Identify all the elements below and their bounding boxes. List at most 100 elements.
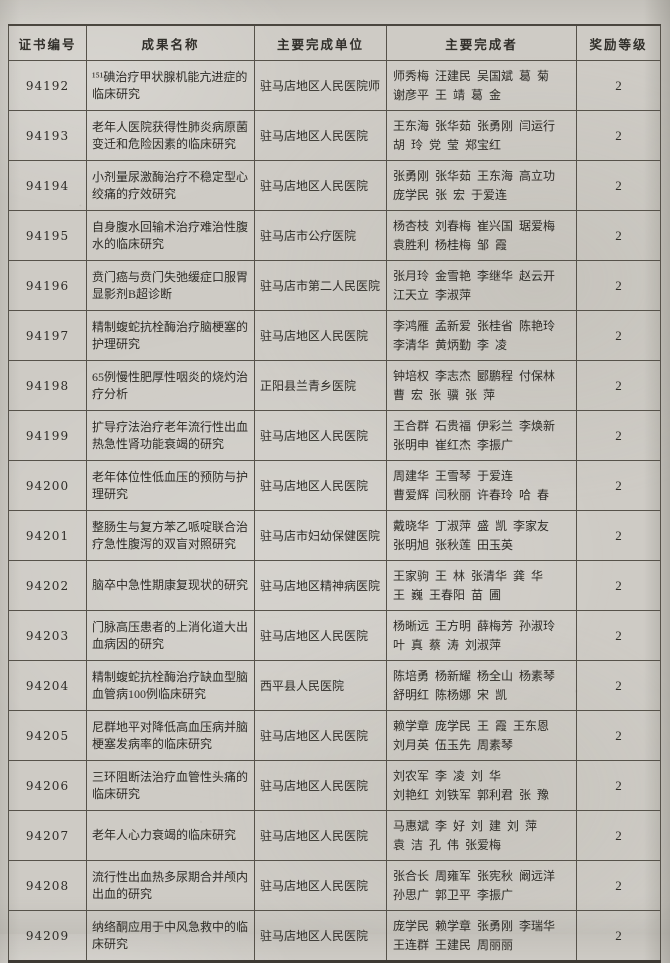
contributors-line-2: 张明申 崔红杰 李振广 [393, 437, 514, 452]
contributors-line-2: 王 巍 王春阳 苗 圃 [393, 587, 502, 602]
table-row: 94198 65例慢性肥厚性咽炎的烧灼治疗分析 正阳县兰青乡医院 钟培权 李志杰… [8, 360, 661, 411]
contributors-line-2: 舒明红 陈杨娜 宋 凯 [393, 687, 508, 702]
award-grade: 2 [576, 60, 661, 111]
contributors-line-2: 曹 宏 张 骥 张 萍 [393, 387, 496, 402]
certificate-number: 94199 [8, 410, 87, 461]
contributors-cell: 张合长 周雍军 张宪秋 阚远洋 孙思广 郭卫平 李振广 [386, 860, 577, 911]
contributors-line-2: 李清华 黄炳勤 李 凌 [393, 337, 508, 352]
achievement-title: 纳络酮应用于中风急救中的临床研究 [86, 910, 255, 962]
achievement-title: 整肠生与复方苯乙哌啶联合治疗急性腹泻的双盲对照研究 [86, 510, 255, 561]
certificate-number: 94205 [8, 710, 87, 761]
table-header-row: 证书编号 成果名称 主要完成单位 主要完成者 奖励等级 [8, 24, 661, 61]
contributors-line-2: 孙思广 郭卫平 李振广 [393, 887, 514, 902]
contributors-line-2: 谢彦平 王 靖 葛 金 [393, 87, 502, 102]
certificate-number: 94209 [8, 910, 87, 962]
achievement-title: 尼群地平对降低高血压病并脑梗塞发病率的临床研究 [86, 710, 255, 761]
contributors-line-1: 周建华 王雪琴 于爱连 [393, 468, 514, 483]
contributors-line-1: 杨晰远 王方明 薛梅芳 孙淑玲 [393, 618, 556, 633]
achievement-title: 流行性出血热多尿期合并颅内出血的研究 [86, 860, 255, 911]
contributors-line-1: 赖学章 庞学民 王 霞 王东恩 [393, 718, 550, 733]
award-grade: 2 [576, 760, 661, 811]
table-row: 94205 尼群地平对降低高血压病并脑梗塞发病率的临床研究 驻马店地区人民医院 … [8, 710, 661, 761]
contributors-line-2: 袁 洁 孔 伟 张爱梅 [393, 837, 502, 852]
completing-unit: 驻马店地区人民医院 [254, 110, 387, 161]
certificate-number: 94193 [8, 110, 87, 161]
contributors-line-1: 戴晓华 丁淑萍 盛 凯 李家友 [393, 518, 550, 533]
contributors-line-2: 王连群 王建民 周丽丽 [393, 937, 514, 952]
achievement-title: 老年人医院获得性肺炎病原菌变迁和危险因素的临床研究 [86, 110, 255, 161]
completing-unit: 驻马店地区人民医院师 [254, 60, 387, 111]
completing-unit: 驻马店地区人民医院 [254, 310, 387, 361]
table-row: 94207 老年人心力衰竭的临床研究 驻马店地区人民医院 马惠斌 李 好 刘 建… [8, 810, 661, 861]
column-header-achievement-name: 成果名称 [86, 24, 255, 61]
contributors-cell: 张勇刚 张华茹 王东海 高立功 庞学民 张 宏 于爱连 [386, 160, 577, 211]
contributors-line-1: 张月玲 金雪艳 李继华 赵云开 [393, 268, 556, 283]
contributors-line-2: 胡 玲 党 莹 郑宝红 [393, 137, 502, 152]
completing-unit: 驻马店地区人民医院 [254, 760, 387, 811]
certificate-number: 94192 [8, 60, 87, 111]
table-row: 94197 精制蝮蛇抗栓酶治疗脑梗塞的护理研究 驻马店地区人民医院 李鸿雁 孟新… [8, 310, 661, 361]
achievement-title: 门脉高压患者的上消化道大出血病因的研究 [86, 610, 255, 661]
contributors-line-1: 马惠斌 李 好 刘 建 刘 萍 [393, 818, 538, 833]
achievement-title: 小剂量尿激酶治疗不稳定型心绞痛的疗效研究 [86, 160, 255, 211]
award-grade: 2 [576, 210, 661, 261]
contributors-line-1: 师秀梅 汪建民 吴国斌 葛 菊 [393, 68, 550, 83]
contributors-cell: 李鸿雁 孟新爱 张桂省 陈艳玲 李清华 黄炳勤 李 凌 [386, 310, 577, 361]
contributors-line-1: 杨杏枝 刘春梅 崔兴国 琚爱梅 [393, 218, 556, 233]
contributors-cell: 王家驹 王 林 张清华 龚 华 王 巍 王春阳 苗 圃 [386, 560, 577, 611]
contributors-cell: 王合群 石贵福 伊彩兰 李焕新 张明申 崔红杰 李振广 [386, 410, 577, 461]
column-header-completing-unit: 主要完成单位 [254, 24, 387, 61]
table-row: 94193 老年人医院获得性肺炎病原菌变迁和危险因素的临床研究 驻马店地区人民医… [8, 110, 661, 161]
contributors-line-2: 刘艳红 刘铁军 郭利君 张 豫 [393, 787, 550, 802]
certificate-number: 94197 [8, 310, 87, 361]
completing-unit: 驻马店地区人民医院 [254, 460, 387, 511]
achievement-title: 精制蝮蛇抗栓酶治疗缺血型脑血管病100例临床研究 [86, 660, 255, 711]
achievement-title: 自身腹水回输术治疗难治性腹水的临床研究 [86, 210, 255, 261]
completing-unit: 驻马店地区人民医院 [254, 610, 387, 661]
contributors-line-2: 刘月英 伍玉先 周素琴 [393, 737, 514, 752]
contributors-cell: 王东海 张华茹 张勇刚 闫运行 胡 玲 党 莹 郑宝红 [386, 110, 577, 161]
table-row: 94201 整肠生与复方苯乙哌啶联合治疗急性腹泻的双盲对照研究 驻马店市妇幼保健… [8, 510, 661, 561]
award-grade: 2 [576, 410, 661, 461]
award-grade: 2 [576, 660, 661, 711]
completing-unit: 驻马店地区人民医院 [254, 160, 387, 211]
column-header-main-contributors: 主要完成者 [386, 24, 577, 61]
award-grade: 2 [576, 610, 661, 661]
contributors-cell: 庞学民 赖学章 张勇刚 李瑞华 王连群 王建民 周丽丽 [386, 910, 577, 962]
completing-unit: 驻马店市妇幼保健医院 [254, 510, 387, 561]
contributors-line-1: 张勇刚 张华茹 王东海 高立功 [393, 168, 556, 183]
certificate-number: 94202 [8, 560, 87, 611]
completing-unit: 驻马店地区人民医院 [254, 710, 387, 761]
award-grade: 2 [576, 310, 661, 361]
completing-unit: 正阳县兰青乡医院 [254, 360, 387, 411]
contributors-cell: 刘农军 李 凌 刘 华 刘艳红 刘铁军 郭利君 张 豫 [386, 760, 577, 811]
table-row: 94204 精制蝮蛇抗栓酶治疗缺血型脑血管病100例临床研究 西平县人民医院 陈… [8, 660, 661, 711]
certificate-number: 94200 [8, 460, 87, 511]
contributors-line-1: 庞学民 赖学章 张勇刚 李瑞华 [393, 918, 556, 933]
contributors-line-1: 王东海 张华茹 张勇刚 闫运行 [393, 118, 556, 133]
table-row: 94199 扩导疗法治疗老年流行性出血热急性肾功能衰竭的研究 驻马店地区人民医院… [8, 410, 661, 461]
award-grade: 2 [576, 110, 661, 161]
table-row: 94196 贲门癌与贲门失弛缓症口服胃显影剂B超诊断 驻马店市第二人民医院 张月… [8, 260, 661, 311]
completing-unit: 驻马店地区人民医院 [254, 860, 387, 911]
completing-unit: 驻马店地区人民医院 [254, 810, 387, 861]
contributors-cell: 陈培勇 杨新耀 杨全山 杨素琴 舒明红 陈杨娜 宋 凯 [386, 660, 577, 711]
achievement-title: 65例慢性肥厚性咽炎的烧灼治疗分析 [86, 360, 255, 411]
completing-unit: 驻马店地区人民医院 [254, 410, 387, 461]
contributors-line-2: 曹爱辉 闫秋丽 许春玲 哈 春 [393, 487, 550, 502]
award-grade: 2 [576, 910, 661, 962]
achievement-title: 扩导疗法治疗老年流行性出血热急性肾功能衰竭的研究 [86, 410, 255, 461]
completing-unit: 驻马店市第二人民医院 [254, 260, 387, 311]
table-row: 94194 小剂量尿激酶治疗不稳定型心绞痛的疗效研究 驻马店地区人民医院 张勇刚… [8, 160, 661, 211]
certificate-number: 94196 [8, 260, 87, 311]
award-grade: 2 [576, 560, 661, 611]
contributors-cell: 戴晓华 丁淑萍 盛 凯 李家友 张明旭 张秋莲 田玉英 [386, 510, 577, 561]
award-grade: 2 [576, 360, 661, 411]
contributors-line-1: 王合群 石贵福 伊彩兰 李焕新 [393, 418, 556, 433]
contributors-cell: 张月玲 金雪艳 李继华 赵云开 江天立 李淑萍 [386, 260, 577, 311]
achievement-title: 老年体位性低血压的预防与护理研究 [86, 460, 255, 511]
certificate-number: 94194 [8, 160, 87, 211]
certificate-number: 94198 [8, 360, 87, 411]
certificate-number: 94201 [8, 510, 87, 561]
